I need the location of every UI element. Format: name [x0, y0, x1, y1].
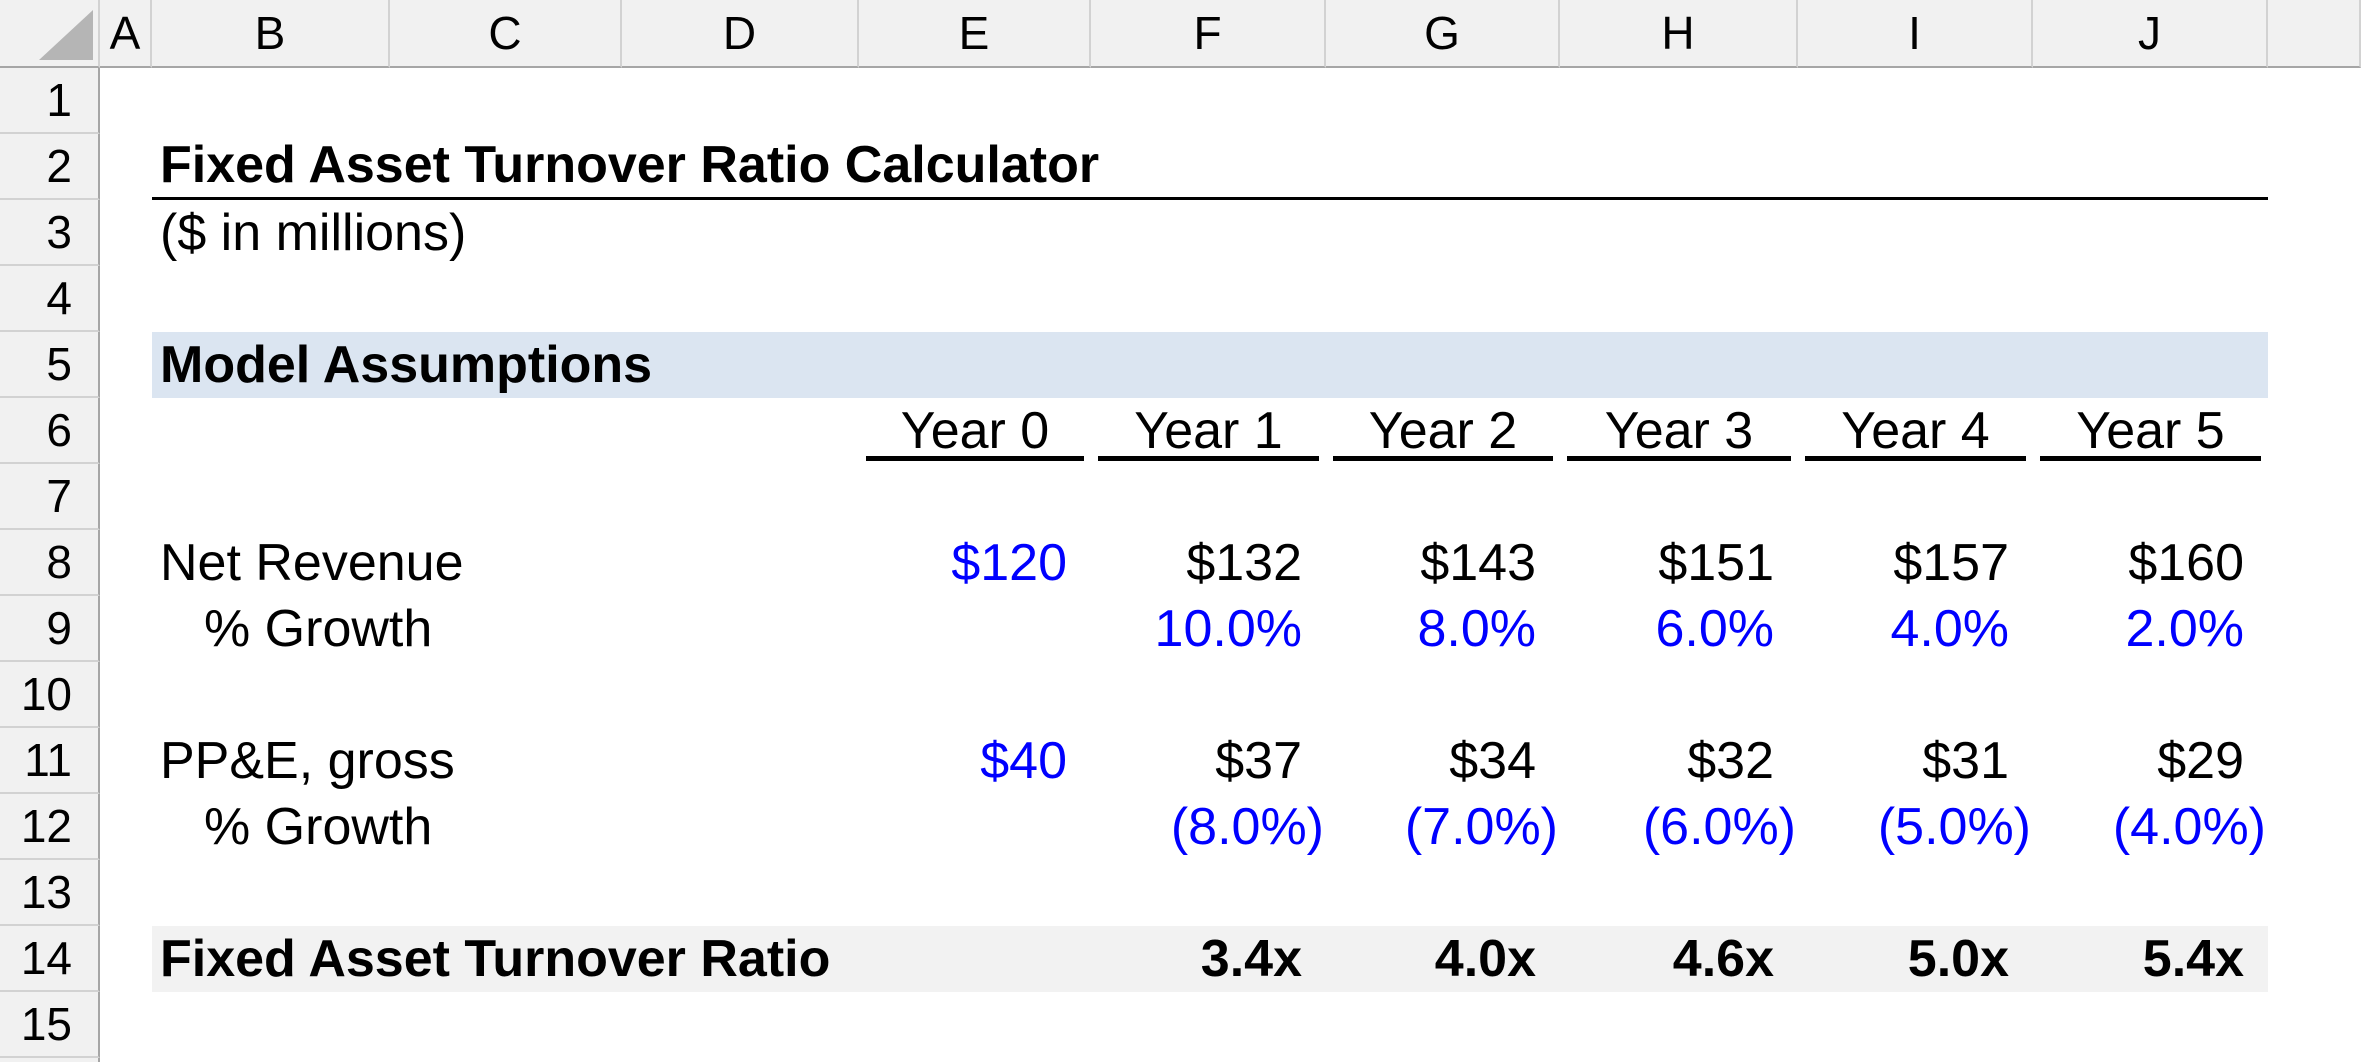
- column-header-b[interactable]: B: [152, 0, 390, 68]
- row-header-4[interactable]: 4: [0, 266, 100, 332]
- cell-ppe-year1[interactable]: $37: [1215, 732, 1302, 790]
- row-header-12[interactable]: 12: [0, 794, 100, 860]
- column-header-j[interactable]: J: [2033, 0, 2268, 68]
- row-header-11[interactable]: 11: [0, 728, 100, 794]
- row-header-7[interactable]: 7: [0, 464, 100, 530]
- cell-year-header-0[interactable]: Year 0: [859, 398, 1091, 464]
- row-header-3[interactable]: 3: [0, 200, 100, 266]
- cell-ppe-growth-year5[interactable]: (4.0%): [2112, 798, 2266, 856]
- year-header-underline: [866, 456, 1084, 461]
- row-header-16-partial[interactable]: [0, 1058, 100, 1062]
- year-header-underline: [1567, 456, 1791, 461]
- cell-net-revenue-year1[interactable]: $132: [1186, 534, 1302, 592]
- cell-ppe-growth-label[interactable]: % Growth: [204, 798, 433, 856]
- cell-ppe-year2[interactable]: $34: [1449, 732, 1536, 790]
- cell-year-header-2[interactable]: Year 2: [1326, 398, 1560, 464]
- cell-year-header-5[interactable]: Year 5: [2033, 398, 2268, 464]
- cell-ppe-growth-year2[interactable]: (7.0%): [1404, 798, 1558, 856]
- year-header-label: Year 1: [1134, 402, 1283, 460]
- cell-net-revenue-year2[interactable]: $143: [1420, 534, 1536, 592]
- cell-ppe-growth-year3[interactable]: (6.0%): [1642, 798, 1796, 856]
- cell-fat-ratio-year1[interactable]: 3.4x: [1091, 926, 1326, 992]
- cell-ppe-year5[interactable]: $29: [2157, 732, 2244, 790]
- year-header-label: Year 3: [1604, 402, 1754, 460]
- year-header-underline: [1805, 456, 2026, 461]
- row-header-14[interactable]: 14: [0, 926, 100, 992]
- cell-fat-ratio-year2[interactable]: 4.0x: [1326, 926, 1560, 992]
- cell-section-header[interactable]: Model Assumptions: [152, 332, 2268, 398]
- cell-revenue-growth-year4[interactable]: 4.0%: [1890, 600, 2009, 658]
- column-header-a[interactable]: A: [100, 0, 152, 68]
- cell-revenue-growth-label[interactable]: % Growth: [204, 600, 433, 658]
- select-all-corner[interactable]: [0, 0, 100, 68]
- row-header-8[interactable]: 8: [0, 530, 100, 596]
- year-header-label: Year 4: [1841, 402, 1990, 460]
- cell-year-header-1[interactable]: Year 1: [1091, 398, 1326, 464]
- row-header-15[interactable]: 15: [0, 992, 100, 1058]
- column-header-partial-k[interactable]: [2268, 0, 2361, 68]
- cell-subtitle[interactable]: ($ in millions): [160, 204, 467, 262]
- column-header-i[interactable]: I: [1798, 0, 2033, 68]
- cell-fat-ratio-year3[interactable]: 4.6x: [1560, 926, 1798, 992]
- year-header-label: Year 2: [1368, 402, 1518, 460]
- row-header-2[interactable]: 2: [0, 134, 100, 200]
- cell-title[interactable]: Fixed Asset Turnover Ratio Calculator: [152, 134, 2268, 200]
- cell-ppe-label[interactable]: PP&E, gross: [160, 732, 455, 790]
- year-header-underline: [1333, 456, 1553, 461]
- cell-fat-ratio-year5[interactable]: 5.4x: [2033, 926, 2268, 992]
- column-header-d[interactable]: D: [622, 0, 859, 68]
- cell-revenue-growth-year3[interactable]: 6.0%: [1655, 600, 1774, 658]
- year-header-label: Year 5: [2076, 402, 2225, 460]
- row-header-13[interactable]: 13: [0, 860, 100, 926]
- cell-year-header-4[interactable]: Year 4: [1798, 398, 2033, 464]
- column-header-f[interactable]: F: [1091, 0, 1326, 68]
- column-header-e[interactable]: E: [859, 0, 1091, 68]
- row-header-10[interactable]: 10: [0, 662, 100, 728]
- cell-ppe-year4[interactable]: $31: [1922, 732, 2009, 790]
- column-header-h[interactable]: H: [1560, 0, 1798, 68]
- year-header-underline: [1098, 456, 1319, 461]
- row-header-9[interactable]: 9: [0, 596, 100, 662]
- select-all-triangle-icon: [39, 10, 93, 60]
- row-header-6[interactable]: 6: [0, 398, 100, 464]
- cell-ppe-growth-year1[interactable]: (8.0%): [1170, 798, 1324, 856]
- cell-fat-ratio-year4[interactable]: 5.0x: [1798, 926, 2033, 992]
- row-header-5[interactable]: 5: [0, 332, 100, 398]
- cell-ppe-year3[interactable]: $32: [1687, 732, 1774, 790]
- column-header-g[interactable]: G: [1326, 0, 1560, 68]
- cell-year-header-3[interactable]: Year 3: [1560, 398, 1798, 464]
- cell-fat-ratio-year0[interactable]: [859, 926, 1091, 992]
- column-header-c[interactable]: C: [390, 0, 622, 68]
- cell-ppe-growth-year4[interactable]: (5.0%): [1877, 798, 2031, 856]
- cell-net-revenue-year0[interactable]: $120: [951, 534, 1067, 592]
- cell-revenue-growth-year5[interactable]: 2.0%: [2125, 600, 2244, 658]
- cell-revenue-growth-year1[interactable]: 10.0%: [1154, 600, 1302, 658]
- cell-revenue-growth-year2[interactable]: 8.0%: [1417, 600, 1536, 658]
- cell-net-revenue-year3[interactable]: $151: [1658, 534, 1774, 592]
- cell-ppe-year0[interactable]: $40: [980, 732, 1067, 790]
- cell-net-revenue-label[interactable]: Net Revenue: [160, 534, 464, 592]
- year-header-underline: [2040, 456, 2261, 461]
- cell-net-revenue-year4[interactable]: $157: [1893, 534, 2009, 592]
- cell-net-revenue-year5[interactable]: $160: [2128, 534, 2244, 592]
- year-header-label: Year 0: [900, 402, 1050, 460]
- row-header-1[interactable]: 1: [0, 68, 100, 134]
- cell-fat-ratio-label[interactable]: Fixed Asset Turnover Ratio: [152, 926, 859, 992]
